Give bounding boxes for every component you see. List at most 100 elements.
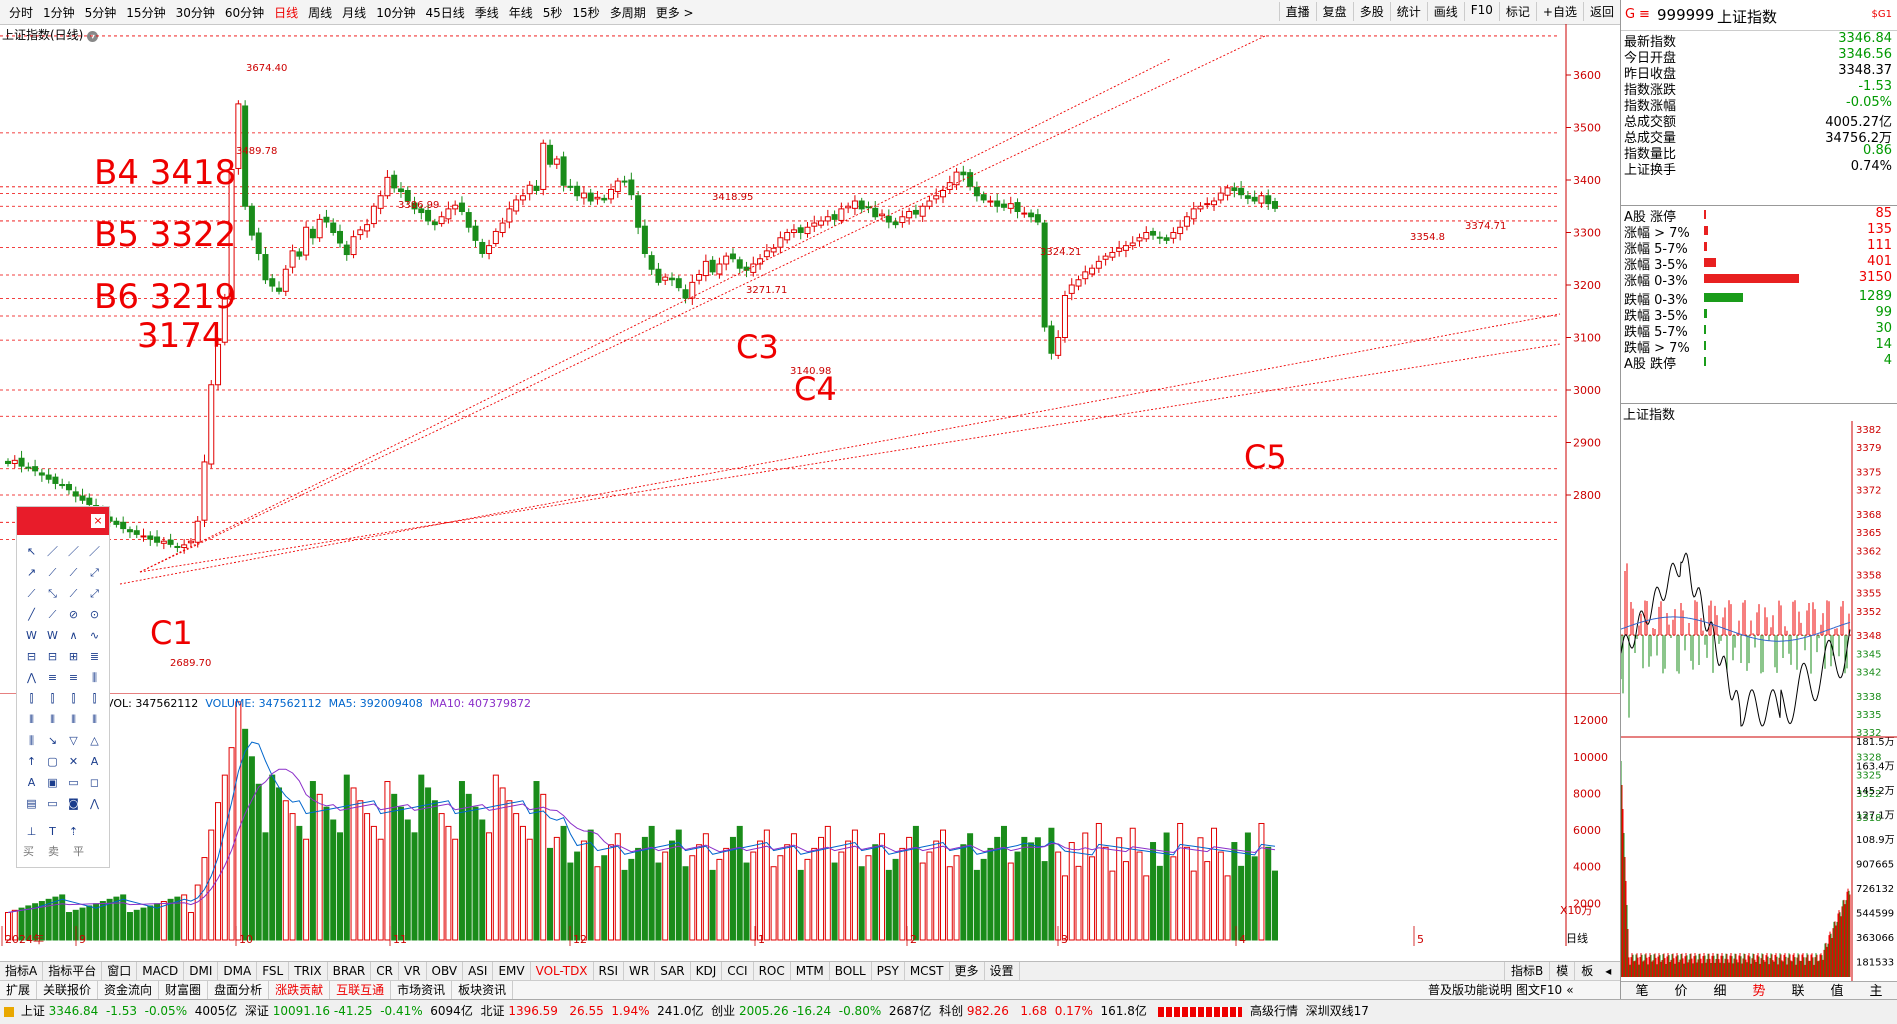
drawing-tool-icon[interactable]: ⊟ xyxy=(26,650,37,663)
drawing-tool-icon[interactable]: ▽ xyxy=(69,734,78,747)
drawing-tool-icon[interactable]: ／ xyxy=(47,545,58,558)
drawing-tool-icon[interactable]: ≡ xyxy=(47,671,58,684)
mini-tab-6[interactable]: 主 xyxy=(1869,984,1883,999)
drawing-tool-icon[interactable]: ⦀ xyxy=(29,713,34,726)
f10-link[interactable]: 图文F10 xyxy=(1516,983,1563,997)
indicator-tab-26[interactable]: 设置 xyxy=(985,962,1020,980)
drawing-tool-icon[interactable]: ⤢ xyxy=(90,566,99,579)
drawing-tool-icon[interactable]: ⟋ xyxy=(48,608,57,621)
drawing-tool-icon[interactable]: ⤡ xyxy=(48,587,57,600)
drawing-tool-icon[interactable]: ／ xyxy=(68,545,79,558)
indicator-tab-9[interactable]: CR xyxy=(371,962,399,980)
indicator-tab-2[interactable]: 窗口 xyxy=(102,962,138,980)
tool-1[interactable]: 复盘 xyxy=(1315,2,1353,21)
indicator-tab-23[interactable]: PSY xyxy=(872,962,905,980)
tool-0[interactable]: 直播 xyxy=(1278,2,1316,21)
drawing-tool-icon[interactable]: ◻ xyxy=(89,776,100,789)
function-tab-8[interactable]: 板块资讯 xyxy=(452,981,514,999)
period-tab-7[interactable]: 周线 xyxy=(308,6,333,20)
bz-name[interactable]: 北证 xyxy=(480,1004,505,1018)
drawing-tool-icon[interactable]: ⫼ xyxy=(28,734,35,747)
tool-5[interactable]: F10 xyxy=(1463,2,1499,21)
indicator-tab-22[interactable]: BOLL xyxy=(830,962,872,980)
drawing-tool-icon[interactable]: ⟋ xyxy=(27,587,36,600)
period-tab-5[interactable]: 60分钟 xyxy=(224,6,265,20)
period-tab-10[interactable]: 45日线 xyxy=(425,6,465,20)
drawing-tool-icon[interactable]: ⟋ xyxy=(48,566,57,579)
sell-button[interactable]: 卖 xyxy=(48,845,59,858)
function-tab-3[interactable]: 财富圈 xyxy=(159,981,209,999)
drawing-tool-icon[interactable]: ⟋ xyxy=(69,566,78,579)
period-tab-4[interactable]: 30分钟 xyxy=(175,6,215,20)
drawing-tool-icon[interactable]: ⋀ xyxy=(26,671,37,684)
indicator-tab-25[interactable]: 更多 xyxy=(950,962,985,980)
tool-6[interactable]: 标记 xyxy=(1498,2,1536,21)
function-tab-6[interactable]: 互联互通 xyxy=(330,981,392,999)
arrow-left-icon[interactable]: ◂ xyxy=(1605,964,1612,978)
chevron-down-icon[interactable]: ▾ xyxy=(87,31,99,42)
period-tab-16[interactable]: 更多 > xyxy=(655,6,694,20)
indicator-tab-15[interactable]: RSI xyxy=(594,962,625,980)
drawing-tool-icon[interactable]: ⫼ xyxy=(91,671,98,684)
drawing-tool-icon[interactable] xyxy=(84,814,105,835)
drawing-tool-icon[interactable]: ⊙ xyxy=(89,608,100,621)
drawing-tool-icon[interactable]: ⟋ xyxy=(69,587,78,600)
period-tab-9[interactable]: 10分钟 xyxy=(376,6,416,20)
advanced-quotes-link[interactable]: 高级行情 xyxy=(1249,1004,1298,1018)
mini-tab-3[interactable]: 势 xyxy=(1752,984,1766,999)
drawing-tool-icon[interactable]: ▭ xyxy=(68,776,79,789)
drawing-tool-icon[interactable]: ↑ xyxy=(26,755,37,768)
period-tab-15[interactable]: 多周期 xyxy=(609,6,646,20)
drawing-tool-icon[interactable]: ▢ xyxy=(47,755,58,768)
drawing-tool-icon[interactable]: ／ xyxy=(89,545,100,558)
drawing-tool-icon[interactable]: ⊘ xyxy=(68,608,79,621)
tool-3[interactable]: 统计 xyxy=(1389,2,1427,21)
tool-7[interactable]: +自选 xyxy=(1535,2,1583,21)
tool-8[interactable]: 返回 xyxy=(1582,2,1620,21)
board-tab[interactable]: 板 xyxy=(1574,962,1599,980)
drawing-tool-icon[interactable]: ⫿ xyxy=(71,692,76,705)
menu-icon[interactable]: ≡ xyxy=(1639,7,1650,22)
drawing-tool-icon[interactable]: ≡ xyxy=(68,671,79,684)
drawing-tool-icon[interactable]: ◙ xyxy=(68,797,79,810)
period-tab-12[interactable]: 年线 xyxy=(508,6,533,20)
period-tab-13[interactable]: 5秒 xyxy=(542,6,563,20)
chevron-right-icon[interactable]: « xyxy=(1566,983,1574,997)
drawing-tool-icon[interactable]: ⫿ xyxy=(50,692,55,705)
function-tab-2[interactable]: 资金流向 xyxy=(98,981,160,999)
drawing-tool-icon[interactable]: ∧ xyxy=(69,629,78,642)
indicator-tab-11[interactable]: OBV xyxy=(427,962,464,980)
indicator-tab-18[interactable]: KDJ xyxy=(691,962,723,980)
drawing-tool-icon[interactable]: T xyxy=(49,825,56,838)
mini-tab-5[interactable]: 值 xyxy=(1830,984,1844,999)
drawing-tool-icon[interactable]: ⇡ xyxy=(68,825,79,838)
price-chart[interactable]: 3674.40 3489.78 3386.99 3418.95 3271.71 3140.… xyxy=(0,24,1625,694)
drawing-tool-icon[interactable]: ↗ xyxy=(26,566,37,579)
indicator-tab-8[interactable]: BRAR xyxy=(328,962,372,980)
drawing-tool-icon[interactable]: ▣ xyxy=(47,776,58,789)
drawing-tool-icon[interactable]: ⫿ xyxy=(92,692,97,705)
indicator-tab-21[interactable]: MTM xyxy=(791,962,830,980)
drawing-tool-icon[interactable]: ⦀ xyxy=(71,713,76,726)
indicator-tab-7[interactable]: TRIX xyxy=(289,962,328,980)
mini-tab-1[interactable]: 价 xyxy=(1674,984,1688,999)
drawing-tool-icon[interactable]: ✕ xyxy=(68,755,79,768)
drawing-tool-icon[interactable]: A xyxy=(27,776,36,789)
sz-name[interactable]: 深证 xyxy=(244,1004,269,1018)
drawing-tool-icon[interactable]: ⫿ xyxy=(29,692,34,705)
indicator-tab-12[interactable]: ASI xyxy=(463,962,494,980)
server-status[interactable]: 深圳双线17 xyxy=(1305,1004,1369,1018)
indicator-tab-20[interactable]: ROC xyxy=(754,962,791,980)
indicator-tab-0[interactable]: 指标A xyxy=(0,962,44,980)
indicator-tab-6[interactable]: FSL xyxy=(257,962,290,980)
indicator-tab-5[interactable]: DMA xyxy=(218,962,258,980)
period-tab-11[interactable]: 季线 xyxy=(474,6,499,20)
drawing-tool-icon[interactable]: ≣ xyxy=(89,650,100,663)
indicator-tab-24[interactable]: MCST xyxy=(905,962,950,980)
period-tab-6[interactable]: 日线 xyxy=(274,6,299,20)
drawing-tool-icon[interactable]: W xyxy=(47,629,58,642)
sh-name[interactable]: 上证 xyxy=(20,1004,45,1018)
drawing-tool-icon[interactable]: ⊥ xyxy=(26,825,37,838)
feature-help-link[interactable]: 普及版功能说明 xyxy=(1428,983,1513,997)
drawing-toolbox-header[interactable]: × xyxy=(17,507,109,535)
